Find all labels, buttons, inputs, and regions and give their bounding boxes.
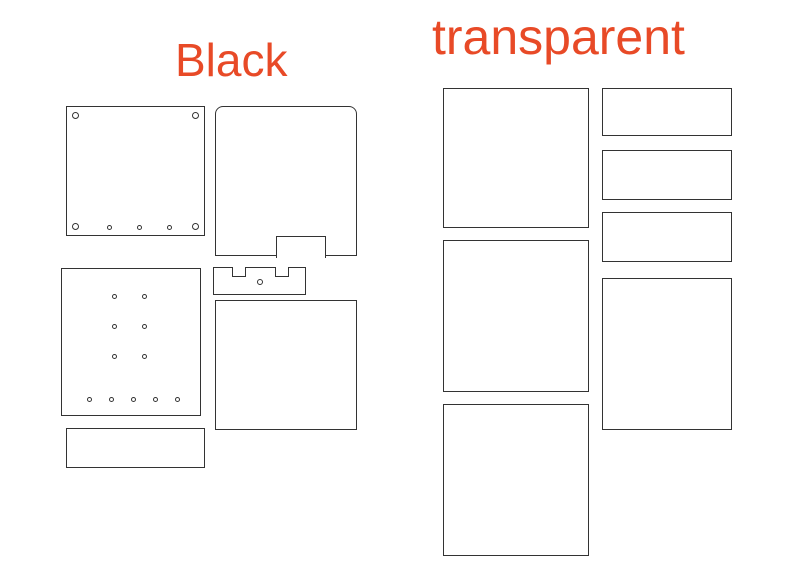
black-panel-top-left — [66, 106, 205, 236]
mount-hole — [112, 324, 117, 329]
bracket-slot — [232, 267, 246, 277]
black-panel-top-right — [215, 106, 357, 256]
mount-hole — [142, 294, 147, 299]
corner-hole — [192, 112, 199, 119]
black-panel-strip — [66, 428, 205, 468]
transparent-panel-small-3 — [602, 212, 732, 262]
mount-hole — [112, 294, 117, 299]
title-black: Black — [175, 33, 287, 87]
panel-notch — [276, 236, 326, 258]
bottom-hole — [137, 225, 142, 230]
bracket-slot — [275, 267, 289, 277]
row-hole — [153, 397, 158, 402]
row-hole — [175, 397, 180, 402]
transparent-panel-large-3 — [443, 404, 589, 556]
mount-hole — [112, 354, 117, 359]
bracket-hole — [257, 279, 263, 285]
transparent-panel-small-1 — [602, 88, 732, 136]
transparent-panel-large-2 — [443, 240, 589, 392]
transparent-panel-small-2 — [602, 150, 732, 200]
black-panel-bracket — [213, 267, 306, 295]
mount-hole — [142, 324, 147, 329]
transparent-panel-large-1 — [443, 88, 589, 228]
corner-hole — [72, 223, 79, 230]
mount-hole — [142, 354, 147, 359]
bottom-hole — [107, 225, 112, 230]
title-transparent: transparent — [432, 8, 685, 66]
transparent-panel-medium — [602, 278, 732, 430]
black-panel-bottom-right — [215, 300, 357, 430]
corner-hole — [72, 112, 79, 119]
row-hole — [109, 397, 114, 402]
row-hole — [87, 397, 92, 402]
bottom-hole — [167, 225, 172, 230]
corner-hole — [192, 223, 199, 230]
black-panel-bottom-left — [61, 268, 201, 416]
row-hole — [131, 397, 136, 402]
